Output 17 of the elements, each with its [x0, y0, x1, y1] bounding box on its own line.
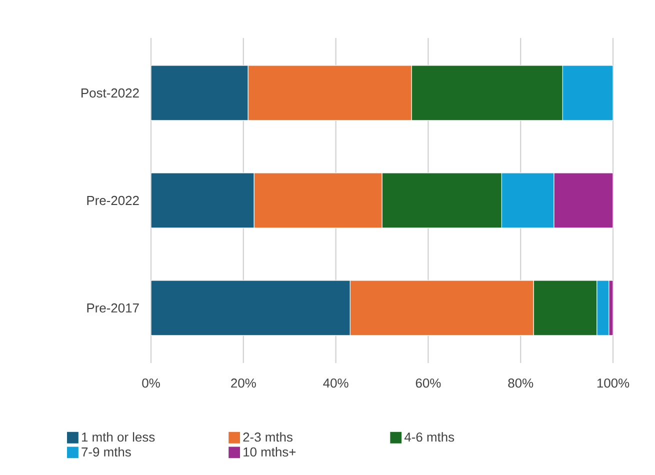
bar — [151, 172, 254, 228]
x-tick-label: 100% — [597, 378, 630, 388]
y-tick-label: Pre-2017 — [87, 303, 139, 313]
x-tick-label: 0% — [142, 378, 160, 388]
legend-label: 7-9 mths — [82, 447, 131, 457]
legend-label: 10 mths+ — [244, 447, 296, 457]
y-tick-label: Pre-2022 — [87, 196, 139, 206]
y-tick-label: Post-2022 — [82, 88, 139, 98]
legend-label: 1 mth or less — [82, 432, 155, 442]
x-tick-label: 80% — [508, 378, 534, 388]
legend-label: 2-3 mths — [243, 432, 292, 442]
legend-label: 4-6 mths — [404, 432, 454, 442]
x-tick-label: 60% — [416, 378, 441, 388]
x-tick-label: 20% — [231, 378, 256, 388]
bar — [151, 65, 248, 121]
bar — [151, 280, 350, 336]
x-tick-label: 40% — [323, 378, 348, 388]
